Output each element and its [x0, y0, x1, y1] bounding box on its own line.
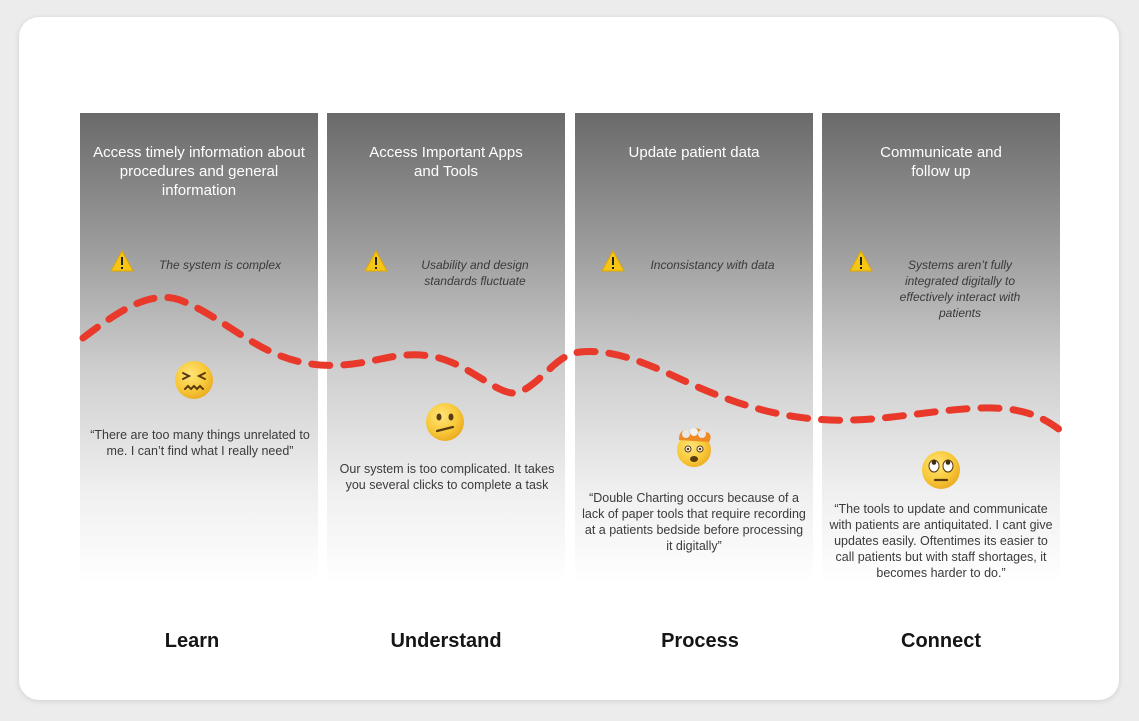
warning-icon — [849, 250, 873, 272]
exploding-head-icon — [677, 428, 711, 467]
eye-roll-face-icon — [922, 451, 960, 489]
warning-icon — [601, 250, 625, 272]
column-understand: Access Important Apps and Tools — [327, 113, 565, 583]
pain-point: Inconsistancy with data — [650, 258, 775, 272]
user-quote: Our system is too complicated. It takes … — [339, 462, 555, 492]
stage-label-connect: Connect — [901, 630, 981, 652]
column-learn: Access timely information about procedur… — [80, 113, 318, 583]
stage-label-understand: Understand — [390, 630, 502, 652]
warning-icon — [110, 250, 134, 272]
column-connect: Communicate and follow up — [822, 113, 1060, 583]
warning-icon — [364, 250, 388, 272]
column-title: Access Important Apps and Tools — [369, 144, 523, 180]
stage-label-process: Process — [661, 630, 739, 652]
user-quote: “The tools to update and communicate wit… — [829, 502, 1053, 580]
stage-label-learn: Learn — [164, 630, 220, 652]
confounded-face-icon — [175, 361, 213, 399]
column-title: Communicate and follow up — [880, 144, 1002, 180]
column-process: Update patient data — [575, 113, 813, 583]
user-quote: “There are too many things unrelated to … — [90, 428, 310, 458]
user-quote: “Double Charting occurs because of a lac… — [582, 491, 806, 553]
pain-point: The system is complex — [158, 258, 282, 272]
column-title: Update patient data — [628, 144, 760, 161]
column-title: Access timely information about procedur… — [93, 144, 305, 199]
pain-point: Usability and design standards fluctuate — [421, 258, 529, 288]
pain-point: Systems aren’t fully integrated digitall… — [899, 258, 1021, 320]
confused-face-icon — [426, 403, 464, 441]
